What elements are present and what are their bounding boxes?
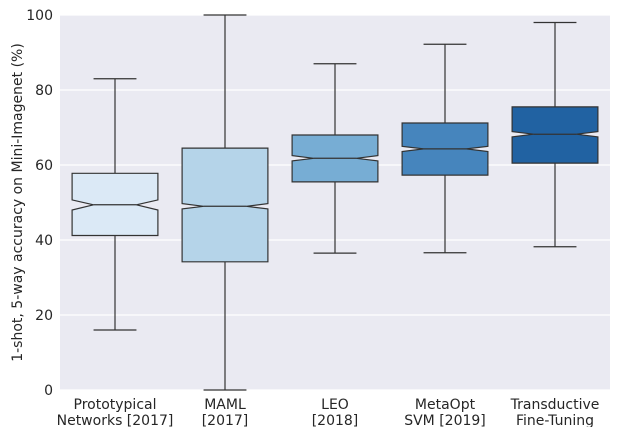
box-group — [401, 43, 489, 254]
box-group — [181, 14, 269, 391]
box-body — [511, 106, 599, 164]
y-tick-label: 0 — [44, 383, 53, 399]
box-group — [71, 78, 159, 331]
x-axis-ticks: Prototypical Networks [2017] MAML [2017] LEO… — [57, 397, 600, 427]
x-tick-label: Prototypical Networks [2017] — [57, 397, 174, 427]
box-group — [511, 21, 599, 248]
y-axis-label: 1-shot, 5-way accuracy on Mini-Imagenet … — [10, 43, 26, 362]
box-body — [181, 147, 269, 263]
x-tick-label: MetaOpt SVM [2019] — [404, 397, 486, 427]
y-tick-label: 20 — [35, 308, 53, 324]
y-tick-label: 80 — [35, 83, 53, 99]
x-tick-label: LEO [2018] — [312, 397, 359, 427]
y-tick-label: 100 — [26, 8, 53, 24]
box-group — [291, 63, 379, 254]
x-tick-label: Transductive Fine-Tuning — [510, 397, 600, 427]
box-series — [71, 14, 599, 391]
y-axis-ticks: 0 20 40 60 80 100 — [26, 8, 53, 399]
x-tick-label: MAML [2017] — [202, 397, 249, 427]
y-tick-label: 40 — [35, 233, 53, 249]
y-tick-label: 60 — [35, 158, 53, 174]
